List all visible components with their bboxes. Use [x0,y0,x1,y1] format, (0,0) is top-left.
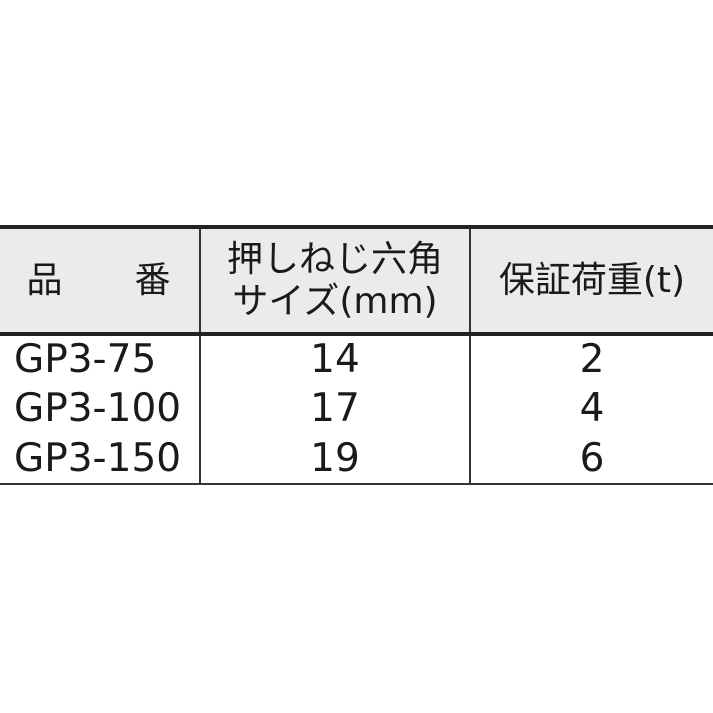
cell-part-number: GP3-100 [14,386,182,431]
header-text: サイズ(mm) [232,280,438,322]
cell-load: 2 [469,334,713,384]
cell-hex-size: 14 [199,334,470,384]
header-hex-size: 押しねじ六角 サイズ(mm) [199,227,470,334]
cell-part-number: GP3-75 [14,337,157,382]
header-load: 保証荷重(t) [469,227,713,334]
header-text: 番 [134,259,173,301]
table-row: GP3-75 14 2 [0,334,713,384]
header-row: 品番 押しねじ六角 サイズ(mm) 保証荷重(t) [0,227,713,334]
cell-load: 4 [469,384,713,434]
header-text: 押しねじ六角 [226,238,443,280]
spec-table: 品番 押しねじ六角 サイズ(mm) 保証荷重(t) GP3-75 14 2 GP3… [0,225,713,485]
cell-load: 6 [469,434,713,484]
cell-part-number: GP3-150 [14,435,182,481]
cell-hex-size: 17 [199,384,470,434]
table-row: GP3-100 17 4 [0,384,713,434]
header-text: 品 [26,259,65,301]
header-part-number: 品番 [0,227,200,334]
table-row: GP3-150 19 6 [0,434,713,484]
cell-hex-size: 19 [199,434,470,484]
